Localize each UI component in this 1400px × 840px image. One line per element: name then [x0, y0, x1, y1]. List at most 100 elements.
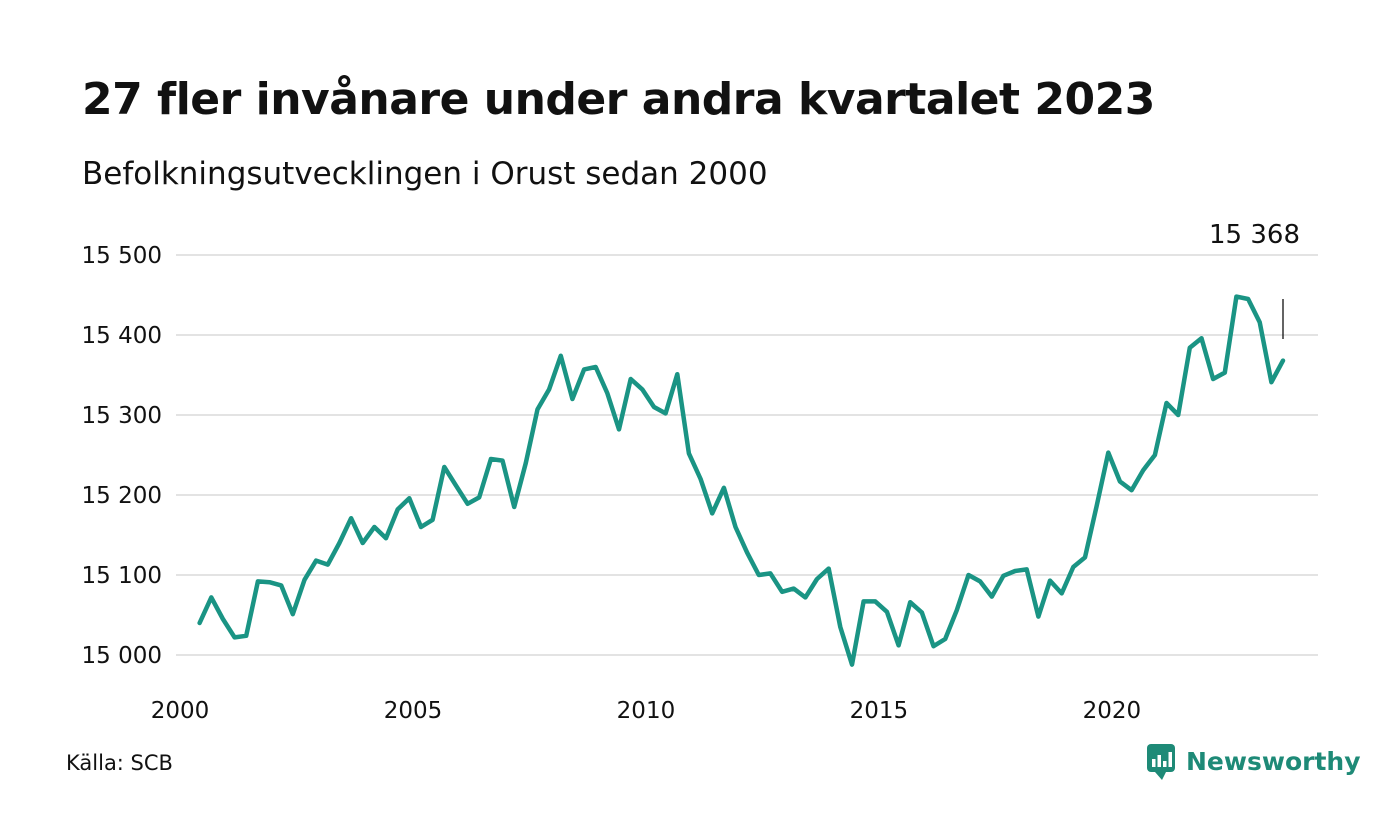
data-point [920, 611, 924, 615]
data-point [745, 551, 749, 555]
data-point [594, 365, 598, 369]
data-point [1223, 371, 1227, 375]
data-point [862, 599, 866, 603]
y-axis-tick-labels: 15 000 15 100 15 200 15 300 15 400 15 500 [82, 243, 162, 669]
chart-subtitle: Befolkningsutvecklingen i Orust sedan 20… [82, 156, 768, 192]
data-point [1258, 320, 1262, 324]
y-tick-label: 15 200 [82, 483, 162, 509]
data-point [768, 571, 772, 575]
data-point [932, 644, 936, 648]
data-point [547, 387, 551, 391]
data-point [757, 573, 761, 577]
data-point [570, 397, 574, 401]
data-point [384, 536, 388, 540]
data-point [1071, 565, 1075, 569]
x-tick-label: 2010 [617, 698, 676, 724]
data-point [792, 587, 796, 591]
data-point [209, 595, 213, 599]
data-point [1176, 413, 1180, 417]
data-point [1060, 591, 1064, 595]
data-point [233, 635, 237, 639]
data-point [885, 610, 889, 614]
data-point [326, 563, 330, 567]
data-point [221, 617, 225, 621]
data-point [605, 391, 609, 395]
data-point [1246, 297, 1250, 301]
newsworthy-logo-icon [1147, 744, 1175, 780]
data-point [1153, 453, 1157, 457]
data-point [372, 525, 376, 529]
data-point [873, 599, 877, 603]
data-point [501, 459, 505, 463]
data-point [291, 612, 295, 616]
data-point [1025, 567, 1029, 571]
data-point [244, 634, 248, 638]
y-tick-label: 15 500 [82, 243, 162, 269]
data-point [734, 525, 738, 529]
data-point [198, 621, 202, 625]
source-note: Källa: SCB [66, 751, 173, 775]
x-tick-label: 2015 [850, 698, 909, 724]
data-point [838, 625, 842, 629]
data-point [466, 502, 470, 506]
x-tick-label: 2020 [1083, 698, 1142, 724]
y-tick-label: 15 400 [82, 323, 162, 349]
data-point [536, 407, 540, 411]
data-point [361, 541, 365, 545]
x-tick-label: 2000 [151, 698, 210, 724]
data-point [699, 477, 703, 481]
data-point [955, 608, 959, 612]
data-point [442, 465, 446, 469]
data-point [617, 427, 621, 431]
data-point [687, 451, 691, 455]
data-point [314, 559, 318, 563]
y-tick-label: 15 100 [82, 563, 162, 589]
data-point [524, 461, 528, 465]
data-point [1234, 295, 1238, 299]
data-point [396, 507, 400, 511]
data-point [640, 387, 644, 391]
data-point [1188, 346, 1192, 350]
data-point [1281, 359, 1285, 363]
y-tick-label: 15 300 [82, 403, 162, 429]
data-point [268, 580, 272, 584]
chart-title: 27 fler invånare under andra kvartalet 2… [82, 74, 1155, 125]
data-point [279, 583, 283, 587]
data-point [1269, 380, 1273, 384]
data-point [1165, 401, 1169, 405]
data-point [1001, 574, 1005, 578]
data-point [1036, 615, 1040, 619]
brand-name: Newsworthy [1186, 747, 1361, 776]
data-point [908, 600, 912, 604]
data-point [943, 637, 947, 641]
data-point [664, 411, 668, 415]
data-point [337, 541, 341, 545]
newsworthy-brand: Newsworthy [1146, 742, 1361, 782]
y-tick-label: 15 000 [82, 643, 162, 669]
data-point [815, 577, 819, 581]
data-point [1130, 488, 1134, 492]
data-point [1083, 555, 1087, 559]
data-point [710, 511, 714, 515]
data-point [1211, 377, 1215, 381]
last-value-label: 15 368 [1209, 220, 1300, 250]
data-point [1048, 579, 1052, 583]
data-point [489, 457, 493, 461]
data-point [559, 354, 563, 358]
data-point [827, 567, 831, 571]
data-point [780, 590, 784, 594]
series-line-population [197, 294, 1286, 667]
data-point [990, 595, 994, 599]
data-point [675, 372, 679, 376]
data-point [512, 505, 516, 509]
gridlines [176, 254, 1318, 656]
data-point [652, 405, 656, 409]
data-point [349, 516, 353, 520]
data-point [897, 643, 901, 647]
data-point [582, 367, 586, 371]
data-point [1118, 479, 1122, 483]
data-point [1095, 504, 1099, 508]
data-point [256, 579, 260, 583]
data-point [722, 486, 726, 490]
data-point [454, 483, 458, 487]
